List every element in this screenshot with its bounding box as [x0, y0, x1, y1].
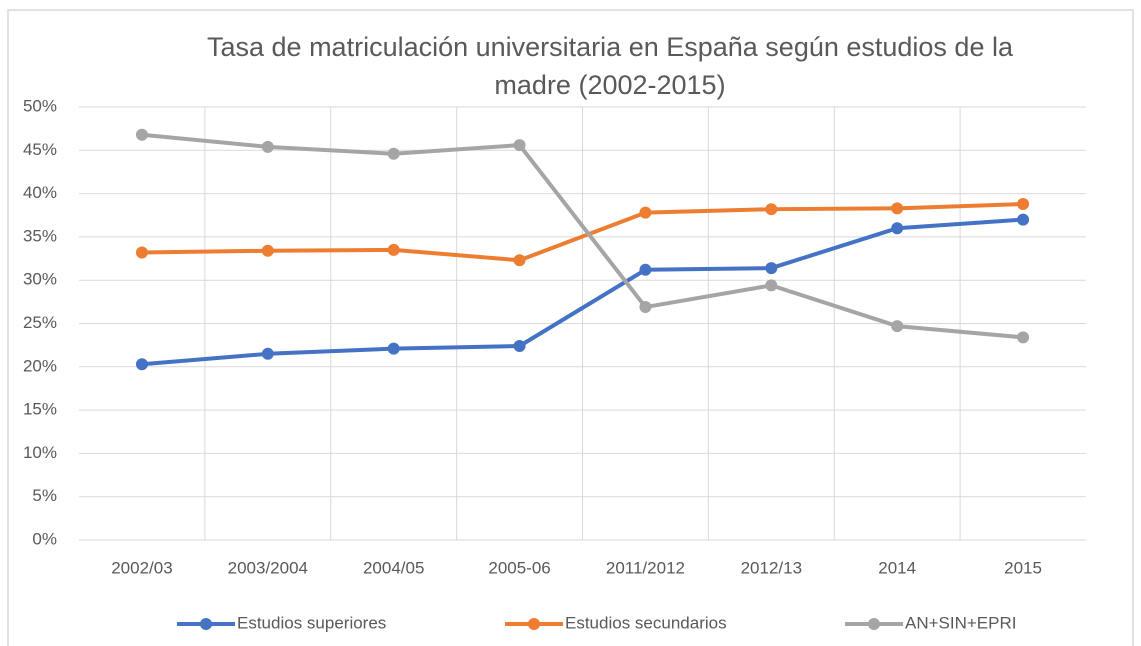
- point: [765, 203, 778, 216]
- series-line: [141, 132, 1024, 340]
- point: [891, 202, 904, 215]
- point: [261, 347, 274, 360]
- point: [513, 139, 526, 152]
- point: [513, 254, 526, 267]
- point: [135, 128, 148, 141]
- x-tick-label: 2015: [1004, 558, 1042, 577]
- point: [261, 244, 274, 257]
- point: [765, 279, 778, 292]
- y-tick-label: 25%: [23, 313, 57, 332]
- x-tick-label: 2005-06: [488, 558, 550, 577]
- y-tick-label: 35%: [23, 226, 57, 245]
- legend-label: Estudios secundarios: [565, 613, 727, 632]
- series-line: [141, 201, 1024, 263]
- y-tick-label: 0%: [32, 529, 57, 548]
- point: [135, 246, 148, 259]
- point: [387, 342, 400, 355]
- point: [135, 358, 148, 371]
- x-tick-label: 2012/13: [741, 558, 802, 577]
- point: [891, 320, 904, 333]
- x-tick-label: 2011/2012: [606, 558, 685, 577]
- y-tick-label: 10%: [23, 443, 57, 462]
- x-tick-label: 2004/05: [363, 558, 424, 577]
- legend-marker: [868, 618, 880, 630]
- point: [261, 140, 274, 153]
- legend-marker: [528, 618, 540, 630]
- point: [639, 301, 652, 314]
- y-tick-label: 15%: [23, 400, 57, 419]
- point: [639, 206, 652, 219]
- legend-label: Estudios superiores: [237, 613, 386, 632]
- y-tick-label: 30%: [23, 270, 57, 289]
- legend-marker: [200, 618, 212, 630]
- point: [1017, 331, 1030, 344]
- y-tick-label: 20%: [23, 356, 57, 375]
- point: [513, 340, 526, 353]
- y-tick-label: 50%: [23, 96, 57, 115]
- x-tick-label: 2014: [878, 558, 916, 577]
- point: [387, 147, 400, 160]
- point: [387, 243, 400, 256]
- x-tick-label: 2002/03: [111, 558, 172, 577]
- point: [639, 263, 652, 276]
- x-tick-label: 2003/2004: [228, 558, 308, 577]
- legend-label: AN+SIN+EPRI: [905, 613, 1017, 632]
- point: [891, 222, 904, 235]
- chart-border: [7, 9, 1134, 646]
- series-line: [141, 217, 1024, 367]
- chart-title: Tasa de matriculación universitaria en E…: [207, 32, 1013, 100]
- y-tick-label: 45%: [23, 140, 57, 159]
- point: [1017, 197, 1030, 210]
- point: [765, 262, 778, 275]
- y-tick-label: 40%: [23, 183, 57, 202]
- point: [1017, 213, 1030, 226]
- y-tick-label: 5%: [32, 486, 57, 505]
